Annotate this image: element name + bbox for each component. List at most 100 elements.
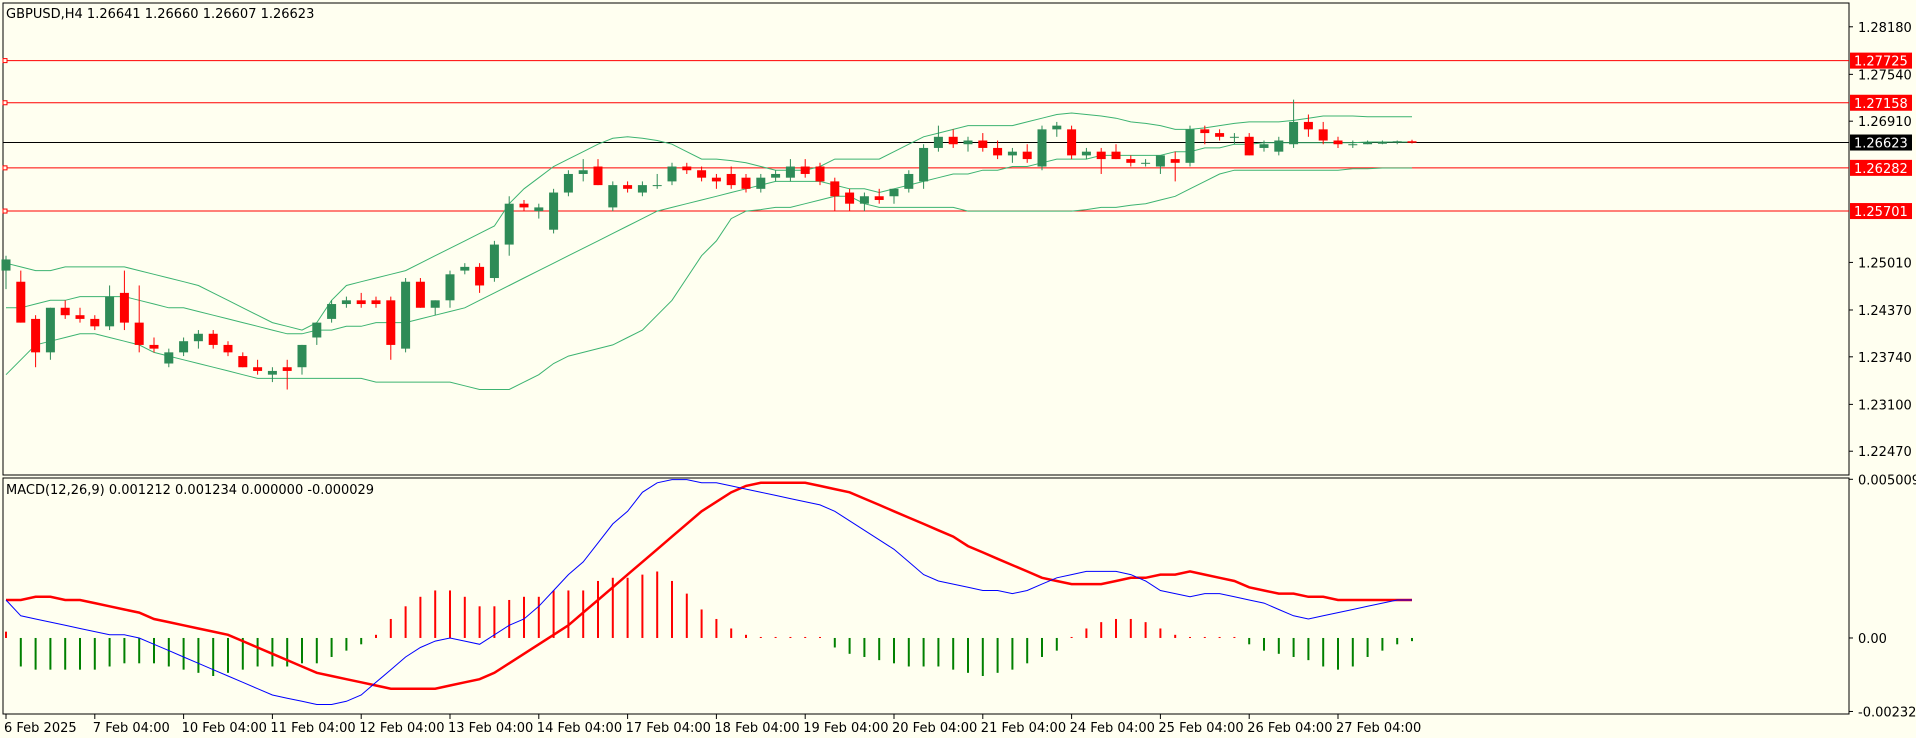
candle-body xyxy=(164,352,174,364)
candle-body xyxy=(800,166,810,174)
candle-body xyxy=(1377,142,1387,144)
candle-body xyxy=(90,318,100,327)
candle-body xyxy=(1,259,11,271)
candle-body xyxy=(874,196,884,200)
level-anchor-handle xyxy=(2,58,8,64)
candle-body xyxy=(1274,140,1284,152)
level-price-label: 1.26623 xyxy=(1854,137,1908,152)
macd-y-tick-label: 0.00 xyxy=(1858,632,1887,647)
candle-body xyxy=(593,166,603,186)
candle-body xyxy=(208,333,218,345)
candle-body xyxy=(75,315,85,319)
candle-body xyxy=(756,177,766,189)
candle-body xyxy=(223,344,233,353)
x-tick-label: 7 Feb 04:00 xyxy=(93,721,170,736)
level-anchor-handle xyxy=(2,165,8,171)
y-tick-label: 1.23100 xyxy=(1858,398,1912,413)
horizontal-levels[interactable]: 1.27725 1.27158 1.26623 1.26282 1.25701 xyxy=(2,52,1912,220)
candle-body xyxy=(993,147,1003,156)
candle-body xyxy=(1289,121,1299,145)
x-tick-label: 21 Feb 04:00 xyxy=(981,721,1066,736)
x-tick-label: 20 Feb 04:00 xyxy=(892,721,977,736)
candle-body xyxy=(815,166,825,182)
main-pane-frame xyxy=(2,2,1850,476)
candle-body xyxy=(963,140,973,145)
y-tick-label: 1.28180 xyxy=(1858,21,1912,36)
candle-body xyxy=(1155,155,1165,167)
candle-body xyxy=(504,203,514,245)
candle-body xyxy=(785,166,795,178)
x-tick-label: 27 Feb 04:00 xyxy=(1336,721,1421,736)
candle-body xyxy=(1333,140,1343,145)
y-tick-label: 1.22470 xyxy=(1858,445,1912,460)
candle-body xyxy=(1259,144,1269,148)
candle-body xyxy=(297,344,307,368)
candle-body xyxy=(134,322,144,345)
candle-body xyxy=(1348,144,1358,146)
candle-body xyxy=(1067,129,1077,156)
level-price-label: 1.27158 xyxy=(1854,97,1908,112)
level-anchor-handle xyxy=(2,208,8,214)
candle-body xyxy=(16,281,26,323)
macd-y-tick-label: 0.005009 xyxy=(1858,473,1916,488)
level-anchor-handle xyxy=(2,100,8,106)
candle-body xyxy=(401,281,411,349)
candle-body xyxy=(1170,159,1180,163)
candle-body xyxy=(327,304,337,319)
candle-body xyxy=(637,185,647,193)
x-tick-label: 12 Feb 04:00 xyxy=(359,721,444,736)
macd-y-tick-label: -0.00232 xyxy=(1858,705,1916,720)
y-tick-label: 1.26910 xyxy=(1858,115,1912,130)
candle-body xyxy=(859,196,869,204)
bollinger-lower-line xyxy=(5,167,1412,390)
candle-body xyxy=(623,185,633,189)
candles xyxy=(1,99,1417,390)
level-price-tag xyxy=(1850,52,1912,69)
candle-body xyxy=(1303,121,1313,130)
candle-body xyxy=(1200,129,1210,134)
candle-body xyxy=(489,244,499,279)
candle-body xyxy=(933,136,943,148)
candle-body xyxy=(697,170,707,178)
x-tick-label: 17 Feb 04:00 xyxy=(626,721,711,736)
candle-body xyxy=(119,292,129,323)
candle-body xyxy=(563,173,573,193)
candle-body xyxy=(253,367,263,371)
macd-indicator xyxy=(5,479,1413,705)
level-price-label: 1.25701 xyxy=(1854,205,1908,220)
candle-body xyxy=(45,307,55,353)
y-tick-label: 1.23740 xyxy=(1858,351,1912,366)
candle-body xyxy=(741,177,751,189)
candle-body xyxy=(1392,141,1402,143)
x-tick-label: 11 Feb 04:00 xyxy=(270,721,355,736)
candle-body xyxy=(1126,159,1136,163)
x-tick-label: 10 Feb 04:00 xyxy=(182,721,267,736)
candle-body xyxy=(904,173,914,189)
candle-body xyxy=(179,341,189,353)
candle-body xyxy=(415,281,425,308)
candle-body xyxy=(519,203,529,208)
candle-body xyxy=(608,185,618,208)
candle-body xyxy=(1022,151,1032,160)
candle-body xyxy=(31,318,41,353)
candle-body xyxy=(149,344,159,349)
level-price-label: 1.27725 xyxy=(1854,55,1908,70)
level-price-tag xyxy=(1850,134,1912,151)
candle-body xyxy=(1185,129,1195,163)
candle-body xyxy=(282,367,292,371)
candle-body xyxy=(1141,162,1151,164)
x-tick-label: 26 Feb 04:00 xyxy=(1247,721,1332,736)
candle-body xyxy=(238,356,248,368)
candle-body xyxy=(919,147,929,182)
bollinger-mid-line xyxy=(6,141,1412,335)
candle-body xyxy=(356,300,366,305)
candle-body xyxy=(1244,136,1254,156)
candle-body xyxy=(60,307,70,316)
candle-body xyxy=(371,300,381,305)
candle-body xyxy=(1037,129,1047,167)
bollinger-upper-line xyxy=(5,112,1412,331)
candle-body xyxy=(889,188,899,197)
candle-body xyxy=(1363,142,1373,145)
